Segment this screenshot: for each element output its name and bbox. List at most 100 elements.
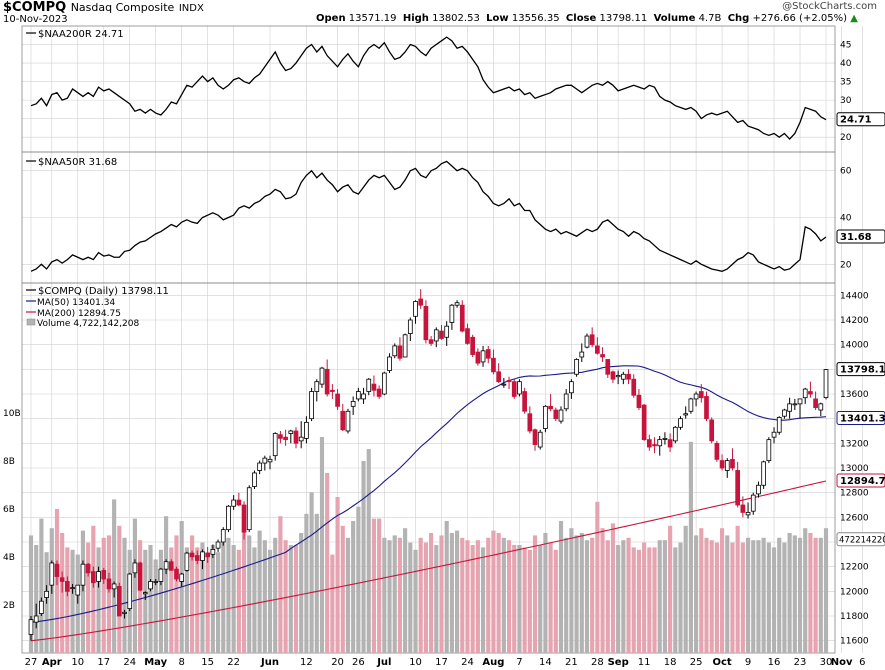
candle-body xyxy=(148,581,153,590)
volume-bar xyxy=(584,540,590,653)
candle-body xyxy=(80,563,86,586)
candle-body xyxy=(449,304,455,323)
candle-body xyxy=(298,436,304,442)
candle-body xyxy=(262,457,268,464)
volume-bar xyxy=(558,521,564,653)
candle-body xyxy=(480,350,486,363)
volume-bar xyxy=(304,513,309,653)
candle-body xyxy=(142,592,148,595)
candle-body xyxy=(662,437,668,440)
volume-bar xyxy=(642,542,647,653)
volume-bar xyxy=(704,537,709,653)
candle-body xyxy=(252,472,257,487)
volume-bar xyxy=(501,537,506,653)
naa200r-line xyxy=(30,36,827,140)
candle-body xyxy=(610,371,616,380)
price-tick-label: 13200 xyxy=(840,439,869,449)
candle-body xyxy=(70,587,75,590)
candle-body xyxy=(49,562,55,586)
volume-last-value: 4722142208 xyxy=(839,536,885,546)
volume-bar xyxy=(148,545,153,653)
candle-body xyxy=(376,388,382,397)
volume-bar xyxy=(413,549,418,653)
volume-bar xyxy=(777,537,782,653)
candle-body xyxy=(532,429,538,445)
candle-body xyxy=(579,351,585,358)
candle-body xyxy=(39,600,44,614)
volume-bar xyxy=(215,552,221,653)
candle-body xyxy=(132,562,138,574)
volume-bar xyxy=(335,497,340,653)
candle-body xyxy=(418,298,424,306)
candle-body xyxy=(158,568,164,582)
candle-body xyxy=(314,381,320,392)
candle-body xyxy=(272,433,278,457)
volume-bar xyxy=(548,542,553,653)
volume-bar xyxy=(579,533,584,653)
volume-bar xyxy=(101,537,106,653)
volume-bar xyxy=(626,537,631,653)
candle-body xyxy=(106,578,112,590)
candle-body xyxy=(683,413,689,416)
candle-body xyxy=(563,393,569,410)
candle-body xyxy=(423,306,429,341)
candle-body xyxy=(823,369,829,398)
open-label: Open xyxy=(316,13,346,24)
candle-body xyxy=(792,403,798,406)
volume-bar xyxy=(449,533,454,653)
x-tick-label: Nov xyxy=(831,657,853,668)
candle-body xyxy=(137,562,143,591)
candle-body xyxy=(527,413,533,432)
candle-body xyxy=(517,381,522,395)
volume-bar xyxy=(797,537,803,653)
copyright: @StockCharts.com xyxy=(782,1,877,12)
volume-bar xyxy=(387,540,392,653)
volume-bar xyxy=(455,530,460,653)
volume-bar xyxy=(293,545,299,653)
panel1-tick-label: 20 xyxy=(840,133,852,143)
volume-bar xyxy=(377,518,382,653)
volume-bar xyxy=(184,547,189,653)
volume-label: Volume 4,722,142,208 xyxy=(37,319,139,329)
volume-bar xyxy=(688,441,693,653)
volume-bar xyxy=(28,535,34,653)
candle-body xyxy=(543,405,548,429)
ma200-line xyxy=(30,480,827,642)
candle-body xyxy=(595,345,600,354)
volume-bar xyxy=(662,540,667,653)
volume-bar xyxy=(241,525,247,653)
volume-bar xyxy=(356,506,361,653)
candle-body xyxy=(605,359,611,375)
naa50r-line xyxy=(30,160,827,272)
volume-bar xyxy=(475,540,480,653)
volume-bar xyxy=(771,547,777,653)
volume-bar xyxy=(143,549,148,653)
ohlc-summary: Open 13571.19 High 13802.53 Low 13556.35… xyxy=(316,13,858,24)
volume-bar xyxy=(610,523,616,653)
price-last-value: 13798.11 xyxy=(840,365,885,376)
price-tick-label: 14200 xyxy=(840,316,869,326)
panel1-tick-label: 45 xyxy=(840,41,851,51)
candle-body xyxy=(215,541,221,549)
panel1-tick-label: 35 xyxy=(840,78,851,88)
volume-bar xyxy=(283,540,288,653)
panel2-last-value: 31.68 xyxy=(840,232,872,243)
volume-bar xyxy=(527,549,532,653)
x-tick-label: 28 xyxy=(591,657,604,668)
volume-bar xyxy=(299,533,304,653)
price-label: $COMPQ (Daily) 13798.11 xyxy=(38,286,169,297)
candle-body xyxy=(496,371,501,383)
volume-bar xyxy=(138,540,143,653)
price-tick-label: 12600 xyxy=(840,513,869,523)
volume-bar xyxy=(75,554,80,653)
candle-body xyxy=(330,389,335,392)
candle-body xyxy=(491,357,496,373)
volume-bar xyxy=(803,528,808,653)
candle-body xyxy=(433,329,439,342)
candle-body xyxy=(153,581,159,583)
chart-header: $COMPQ Nasdaq Composite INDX 10-Nov-2023… xyxy=(0,0,885,26)
volume-last-value-box xyxy=(836,532,885,547)
candle-body xyxy=(818,403,824,411)
volume-bar xyxy=(340,525,345,653)
